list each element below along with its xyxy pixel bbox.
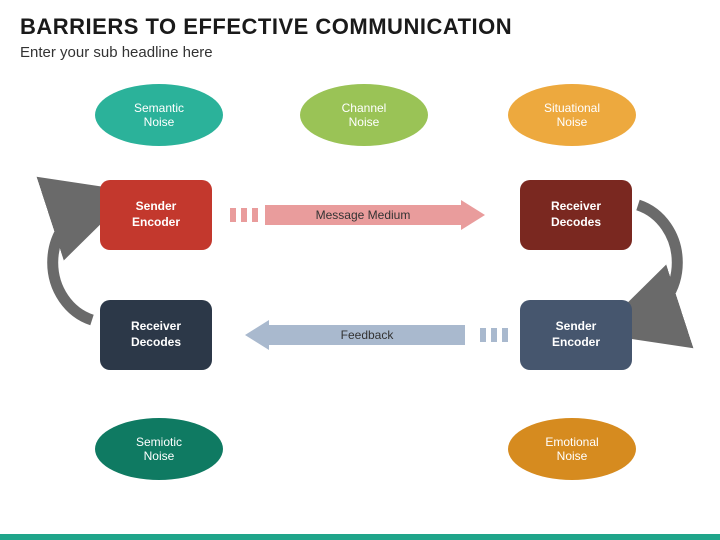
- ellipse-channel: ChannelNoise: [300, 84, 428, 146]
- feedback-dashes: [480, 328, 508, 342]
- ellipse-emotional: EmotionalNoise: [508, 418, 636, 480]
- dash: [502, 328, 508, 342]
- feedback-arrow-label-box: Feedback: [269, 320, 465, 350]
- message-arrow-label-box: Message Medium: [265, 200, 461, 230]
- box-receiver-right-label: ReceiverDecodes: [551, 199, 601, 230]
- box-sender-left: SenderEncoder: [100, 180, 212, 250]
- ellipse-situational-label: SituationalNoise: [544, 101, 600, 130]
- dash: [252, 208, 258, 222]
- message-arrow-label: Message Medium: [316, 208, 411, 222]
- ellipse-semiotic: SemioticNoise: [95, 418, 223, 480]
- ellipse-semiotic-label: SemioticNoise: [136, 435, 182, 464]
- box-receiver-left: ReceiverDecodes: [100, 300, 212, 370]
- page-title: BARRIERS TO EFFECTIVE COMMUNICATION: [20, 14, 512, 40]
- dash: [241, 208, 247, 222]
- ellipse-semantic: SemanticNoise: [95, 84, 223, 146]
- dash: [491, 328, 497, 342]
- message-dashes: [230, 208, 258, 222]
- box-receiver-left-label: ReceiverDecodes: [131, 319, 181, 350]
- box-sender-right-label: SenderEncoder: [552, 319, 600, 350]
- box-receiver-right: ReceiverDecodes: [520, 180, 632, 250]
- footer-accent: [0, 534, 720, 540]
- ellipse-emotional-label: EmotionalNoise: [545, 435, 598, 464]
- page-subtitle: Enter your sub headline here: [20, 44, 213, 61]
- box-sender-left-label: SenderEncoder: [132, 199, 180, 230]
- ellipse-channel-label: ChannelNoise: [342, 101, 387, 130]
- feedback-arrow-label: Feedback: [341, 328, 394, 342]
- ellipse-semantic-label: SemanticNoise: [134, 101, 184, 130]
- ellipse-situational: SituationalNoise: [508, 84, 636, 146]
- dash: [480, 328, 486, 342]
- box-sender-right: SenderEncoder: [520, 300, 632, 370]
- dash: [230, 208, 236, 222]
